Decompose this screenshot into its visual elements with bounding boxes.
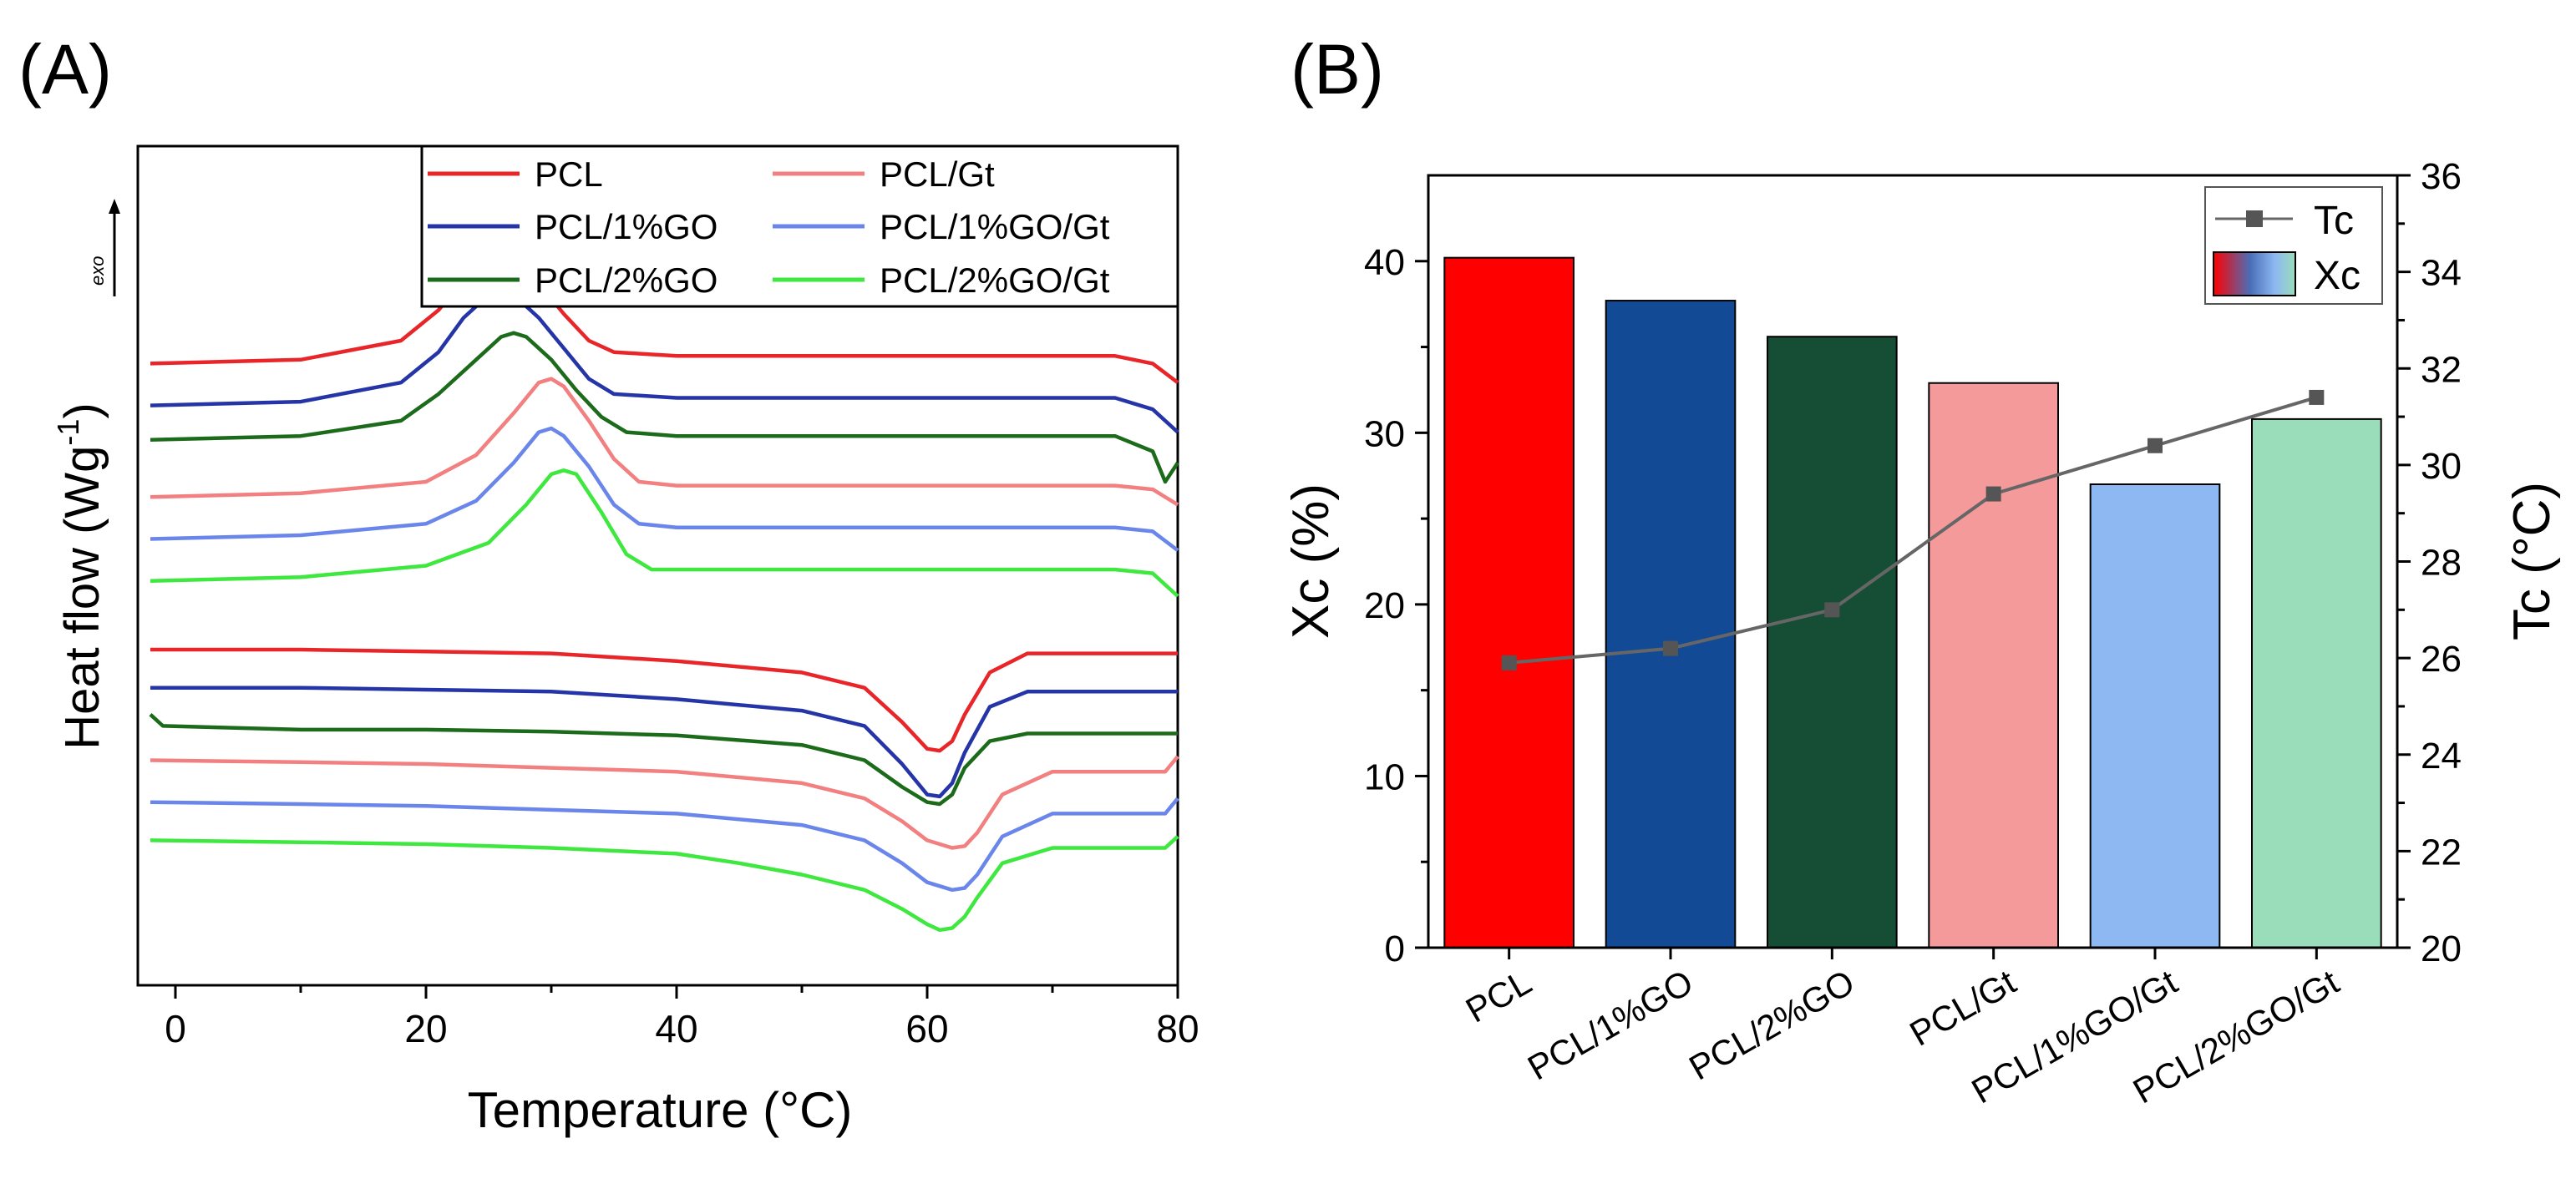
bar-xc-pcl-2pctgo <box>1767 336 1898 949</box>
dsc-curve-pcl-1pctgo-gt-cooling <box>150 426 1179 552</box>
legend-label-pcl-1pctgo-gt: PCL/1%GO/Gt <box>880 207 1110 246</box>
exo-indicator: exo <box>87 199 120 296</box>
legend-xc-label: Xc <box>2314 254 2360 298</box>
panel-a: (A) exo 0 20 40 60 80 Temperature (°C) Heat … <box>18 30 1199 1138</box>
x-tick-label: 0 <box>165 1007 186 1050</box>
tc-marker-pcl-gt <box>1985 486 2001 502</box>
xc-bars <box>1443 256 2382 949</box>
panel-b-right-axis-title: Tc (°C) <box>2503 482 2561 640</box>
left-tick-label: 10 <box>1364 756 1405 797</box>
tc-marker-pcl-2pctgo <box>1824 602 1840 618</box>
bar-xc-pcl-1pctgo <box>1605 300 1737 949</box>
x-tick-label: 80 <box>1156 1007 1199 1050</box>
panel-a-legend-items: PCL PCL/Gt PCL/1%GO PCL/1%GO/Gt PCL/2%GO PCL/… <box>428 154 1110 300</box>
legend-label-pcl-2pctgo: PCL/2%GO <box>535 261 718 300</box>
bar-xc-pcl <box>1443 256 1575 949</box>
right-tick-label: 26 <box>2421 639 2462 680</box>
exo-arrow-head <box>109 199 120 214</box>
panel-b-legend: Tc Xc <box>2204 186 2383 305</box>
legend-tc-marker <box>2246 210 2263 227</box>
right-tick-label: 28 <box>2421 543 2462 584</box>
category-label-pcl-1pctgo: PCL/1%GO <box>1521 962 1700 1087</box>
legend-xc-swatch <box>2213 251 2296 296</box>
dsc-curves <box>149 255 1179 933</box>
bar-xc-pcl-1pctgo-gt <box>2089 483 2221 949</box>
legend-label-pcl-gt: PCL/Gt <box>880 154 995 194</box>
tc-marker-pcl-1pctgo <box>1663 640 1678 656</box>
right-tick-label: 22 <box>2421 832 2462 873</box>
panel-a-legend: PCL PCL/Gt PCL/1%GO PCL/1%GO/Gt PCL/2%GO PCL/… <box>420 144 1179 308</box>
left-tick-label: 20 <box>1364 585 1405 626</box>
tc-line <box>1509 395 2317 665</box>
right-tick-label: 36 <box>2421 156 2462 197</box>
dsc-curve-pcl-gt-heating <box>150 755 1179 850</box>
y-axis-title-superscript: -1 <box>51 419 85 446</box>
panel-a-label: (A) <box>18 30 112 109</box>
legend-tc-label: Tc <box>2314 199 2354 243</box>
left-tick-label: 0 <box>1385 928 1405 969</box>
panel-a-y-axis-title: Heat flow (Wg-1) <box>51 402 109 750</box>
tc-line-series <box>1501 389 2325 670</box>
dsc-curve-pcl-1pctgo-heating <box>150 686 1178 799</box>
panel-b-left-axis-title: Xc (%) <box>1282 483 1340 639</box>
bar-xc-pcl-gt <box>1928 382 2059 949</box>
panel-a-x-axis-title: Temperature (°C) <box>468 1082 853 1138</box>
tc-marker-pcl <box>1501 655 1517 670</box>
right-tick-label: 24 <box>2421 736 2462 777</box>
dsc-curve-pcl-2pctgo-heating <box>149 713 1178 807</box>
left-tick-label: 30 <box>1364 413 1405 454</box>
dsc-curve-pcl-2pctgo-gt-heating <box>150 835 1179 933</box>
right-tick-label: 30 <box>2421 446 2462 487</box>
right-tick-label: 20 <box>2421 928 2462 969</box>
y-axis-title-main: Heat flow (Wg <box>55 446 109 750</box>
tc-marker-pcl-1pctgo-gt <box>2148 438 2163 453</box>
category-label-pcl: PCL <box>1459 962 1538 1030</box>
right-tick-label: 34 <box>2421 253 2462 294</box>
exo-label: exo <box>87 256 108 286</box>
dsc-curve-pcl-2pctgo-gt-cooling <box>150 468 1179 598</box>
x-tick-label: 20 <box>404 1007 447 1050</box>
legend-label-pcl-2pctgo-gt: PCL/2%GO/Gt <box>880 261 1110 300</box>
panel-b-left-ticks: 0 10 20 30 40 <box>1364 242 1428 969</box>
dsc-curve-pcl-1pctgo-cooling <box>150 289 1179 434</box>
bar-xc-pcl-2pctgo-gt <box>2251 417 2382 949</box>
y-axis-title-close: ) <box>55 402 109 418</box>
dsc-curve-pcl-gt-cooling <box>150 377 1179 507</box>
panel-a-x-ticks: 0 20 40 60 80 <box>165 985 1199 1050</box>
left-tick-label: 40 <box>1364 242 1405 283</box>
legend-label-pcl: PCL <box>535 154 603 194</box>
dsc-curve-pcl-2pctgo-cooling <box>150 331 1179 484</box>
x-tick-label: 40 <box>655 1007 697 1050</box>
panel-b-right-ticks: 20 22 24 26 28 30 32 34 36 <box>2397 156 2462 969</box>
category-label-pcl-2pctgo: PCL/2%GO <box>1682 962 1861 1087</box>
right-tick-label: 32 <box>2421 349 2462 390</box>
panel-b-label: (B) <box>1291 30 1384 109</box>
legend-label-pcl-1pctgo: PCL/1%GO <box>535 207 718 246</box>
x-tick-label: 60 <box>905 1007 948 1050</box>
category-label-pcl-gt: PCL/Gt <box>1903 962 2022 1054</box>
dsc-curve-pcl-1pctgo-gt-heating <box>150 797 1179 893</box>
dsc-curve-pcl-heating <box>150 647 1178 753</box>
tc-marker-pcl-2pctgo-gt <box>2309 389 2325 405</box>
